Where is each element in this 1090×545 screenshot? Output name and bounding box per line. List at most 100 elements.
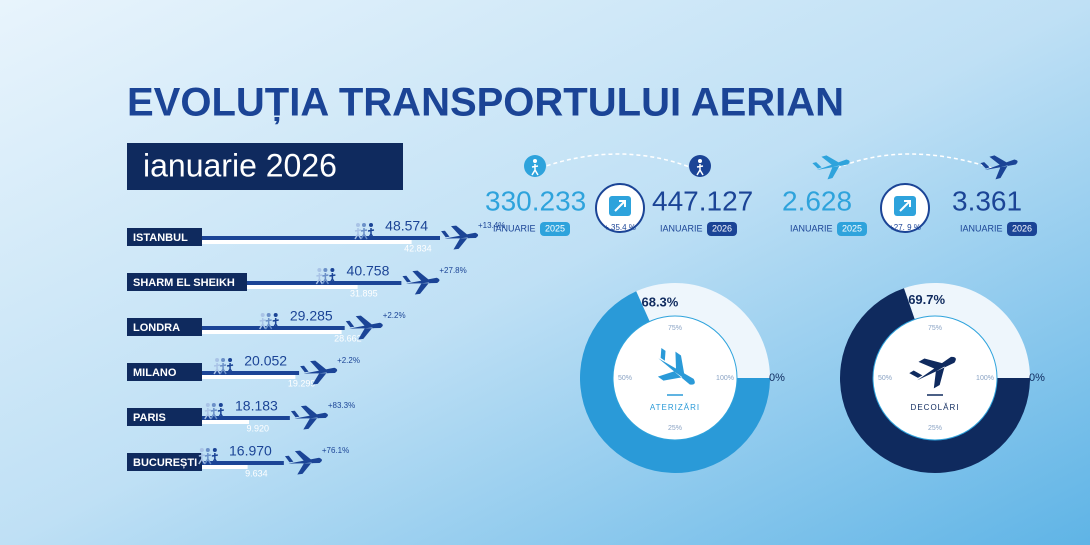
route-name: MILANO	[133, 367, 177, 379]
route-label-box	[127, 408, 202, 426]
route-label-box	[127, 453, 202, 471]
walker-icon	[213, 363, 221, 375]
walker-icon	[328, 273, 337, 285]
walker-icon	[215, 358, 220, 362]
walker-icon	[217, 408, 225, 420]
donut-rest	[636, 283, 771, 378]
walker-icon	[362, 223, 366, 227]
route-previous: 28.662	[334, 333, 362, 343]
walker-icon	[317, 268, 322, 272]
arrow	[899, 200, 911, 212]
walker-icon	[259, 318, 267, 330]
route-label-box	[127, 318, 202, 336]
walker-icon	[330, 268, 335, 272]
donut-label: ATERIZĂRI	[650, 403, 700, 412]
subtitle: ianuarie 2026	[143, 147, 337, 183]
route-change: +27.8%	[439, 266, 466, 275]
route-label-box	[127, 273, 247, 291]
walker-icon	[204, 453, 212, 465]
walker-icon	[266, 313, 271, 317]
walker-icon	[273, 313, 278, 317]
stat-change: +27. 9 %	[889, 223, 921, 232]
plane-icon	[300, 360, 338, 385]
route-previous: 19.299	[288, 378, 316, 388]
walker-icon	[221, 358, 226, 362]
year-pill	[540, 222, 570, 236]
donut-tick: 50%	[618, 375, 632, 382]
donut-rest	[903, 282, 1030, 378]
walker-icon	[260, 313, 265, 317]
month: IANUARIE	[960, 223, 1003, 233]
donut-tick: 75%	[668, 325, 682, 332]
donut-inner	[872, 315, 998, 441]
walker-icon	[212, 448, 217, 452]
walker-icon	[356, 223, 360, 227]
walker-icon	[218, 403, 223, 407]
donut-arc	[580, 291, 771, 474]
route-previous: 9.920	[246, 423, 269, 433]
donut-tick: 25%	[668, 425, 682, 432]
year: 2026	[1012, 223, 1032, 233]
title: EVOLUȚIA TRANSPORTULUI AERIAN	[127, 81, 844, 125]
donut-tick: 75%	[928, 325, 942, 332]
walker-icon	[205, 403, 210, 407]
route-bar-previous	[127, 375, 296, 379]
year-pill	[837, 222, 867, 236]
donut-arc	[839, 288, 1030, 473]
arrow	[614, 200, 626, 212]
stat-current: 3.361	[952, 185, 1022, 216]
plane-icon	[284, 450, 322, 475]
walker-icon	[696, 164, 704, 176]
route-name: PARIS	[133, 412, 166, 424]
stat-previous: 2.628	[782, 185, 852, 216]
stat-change: + 35.4 %	[604, 223, 636, 232]
walker-icon	[272, 318, 280, 330]
route-current: 18.183	[235, 398, 278, 414]
route-bar-current	[127, 416, 290, 420]
route-change: +2.2%	[337, 356, 360, 365]
donut-tick: 25%	[928, 425, 942, 432]
route-name: ISTANBUL	[133, 232, 188, 244]
route-current: 16.970	[229, 443, 272, 459]
route-label-box	[127, 363, 202, 381]
route-bar-previous	[127, 330, 342, 334]
walker-icon	[204, 408, 212, 420]
walker-icon	[369, 223, 373, 227]
month: IANUARIE	[493, 223, 536, 233]
year: 2025	[842, 223, 862, 233]
walker-icon	[321, 273, 330, 285]
subtitle-box	[127, 143, 403, 190]
walker-icon	[360, 228, 368, 240]
route-previous: 31.895	[350, 288, 378, 298]
walker-icon	[531, 164, 539, 176]
walker-icon	[198, 453, 206, 465]
plane-icon	[657, 347, 695, 385]
plane-icon	[909, 356, 956, 389]
year-pill	[707, 222, 737, 236]
route-bar-current	[127, 326, 345, 330]
plane-icon	[812, 155, 850, 180]
donut-value: 69.7%	[908, 292, 945, 307]
plane-icon	[402, 270, 440, 295]
plane-icon	[290, 405, 328, 430]
route-name: SHARM EL SHEIKH	[133, 277, 235, 289]
walker-icon	[367, 228, 375, 240]
month: IANUARIE	[790, 223, 833, 233]
walker-icon	[228, 358, 233, 362]
dashed-arc	[836, 153, 993, 169]
plane-icon	[345, 315, 383, 340]
route-change: +83.3%	[328, 401, 355, 410]
walker-icon	[211, 453, 219, 465]
walker-icon	[533, 159, 537, 163]
walker-icon	[205, 448, 210, 452]
route-current: 20.052	[244, 353, 287, 369]
year: 2025	[545, 223, 565, 233]
walker-icon	[265, 318, 273, 330]
donut-tick: 0%	[1029, 372, 1045, 384]
route-change: +2.2%	[383, 311, 406, 320]
walker-icon	[226, 363, 234, 375]
route-bar-current	[127, 236, 440, 240]
walker-icon	[323, 268, 328, 272]
route-bar-current	[127, 371, 300, 375]
